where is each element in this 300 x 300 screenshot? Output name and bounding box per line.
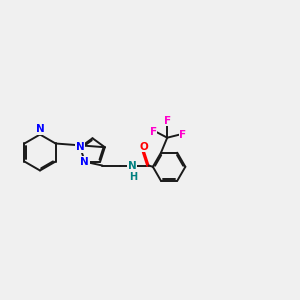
Text: O: O <box>140 142 148 152</box>
Text: H: H <box>129 172 137 182</box>
Text: N: N <box>36 124 44 134</box>
Text: N: N <box>80 157 89 167</box>
Text: N: N <box>76 142 85 152</box>
Text: F: F <box>179 130 186 140</box>
Text: N: N <box>128 160 137 170</box>
Text: F: F <box>164 116 171 126</box>
Text: F: F <box>150 127 157 137</box>
